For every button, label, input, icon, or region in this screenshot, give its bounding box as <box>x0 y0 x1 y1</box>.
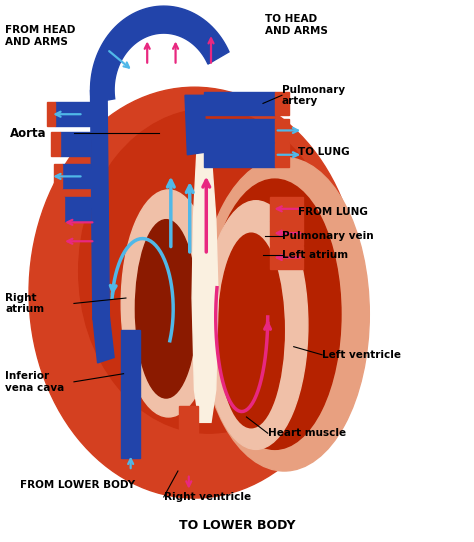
Polygon shape <box>60 132 91 156</box>
Text: Pulmonary
artery: Pulmonary artery <box>282 85 345 106</box>
Ellipse shape <box>79 109 338 433</box>
Text: Left atrium: Left atrium <box>282 250 348 260</box>
Ellipse shape <box>204 201 308 449</box>
Polygon shape <box>204 119 275 143</box>
Text: Heart muscle: Heart muscle <box>268 428 346 438</box>
Polygon shape <box>275 119 289 143</box>
Polygon shape <box>121 331 140 457</box>
Text: TO HEAD
AND ARMS: TO HEAD AND ARMS <box>265 14 328 36</box>
Text: Left ventricle: Left ventricle <box>322 350 401 360</box>
Ellipse shape <box>199 158 369 471</box>
Polygon shape <box>270 221 303 245</box>
Polygon shape <box>185 95 206 155</box>
Polygon shape <box>91 6 229 103</box>
Polygon shape <box>270 246 303 269</box>
Polygon shape <box>51 132 60 156</box>
Ellipse shape <box>218 233 284 428</box>
Text: TO LUNG: TO LUNG <box>299 147 350 157</box>
Text: FROM HEAD
AND ARMS: FROM HEAD AND ARMS <box>5 25 76 47</box>
Polygon shape <box>270 197 303 221</box>
Polygon shape <box>56 197 64 221</box>
Polygon shape <box>275 143 289 166</box>
Polygon shape <box>192 152 218 422</box>
Text: Pulmonary vein: Pulmonary vein <box>282 231 374 241</box>
Polygon shape <box>275 92 289 115</box>
Text: TO LOWER BODY: TO LOWER BODY <box>179 519 295 532</box>
Text: FROM LUNG: FROM LUNG <box>299 207 368 217</box>
Polygon shape <box>62 165 91 188</box>
Text: Aorta: Aorta <box>10 127 47 140</box>
Polygon shape <box>55 102 91 126</box>
Polygon shape <box>93 317 114 363</box>
Polygon shape <box>179 406 198 490</box>
Polygon shape <box>204 92 275 115</box>
Text: Inferior
vena cava: Inferior vena cava <box>5 371 64 392</box>
Ellipse shape <box>136 220 197 398</box>
Text: Right
atrium: Right atrium <box>5 293 45 314</box>
Ellipse shape <box>121 190 216 417</box>
Text: FROM LOWER BODY: FROM LOWER BODY <box>19 480 135 489</box>
Ellipse shape <box>29 87 360 498</box>
Text: Right ventricle: Right ventricle <box>164 492 251 502</box>
Polygon shape <box>46 102 55 126</box>
Polygon shape <box>54 165 62 188</box>
Ellipse shape <box>209 179 341 449</box>
Polygon shape <box>91 90 109 320</box>
Polygon shape <box>204 143 275 166</box>
Polygon shape <box>64 197 91 221</box>
